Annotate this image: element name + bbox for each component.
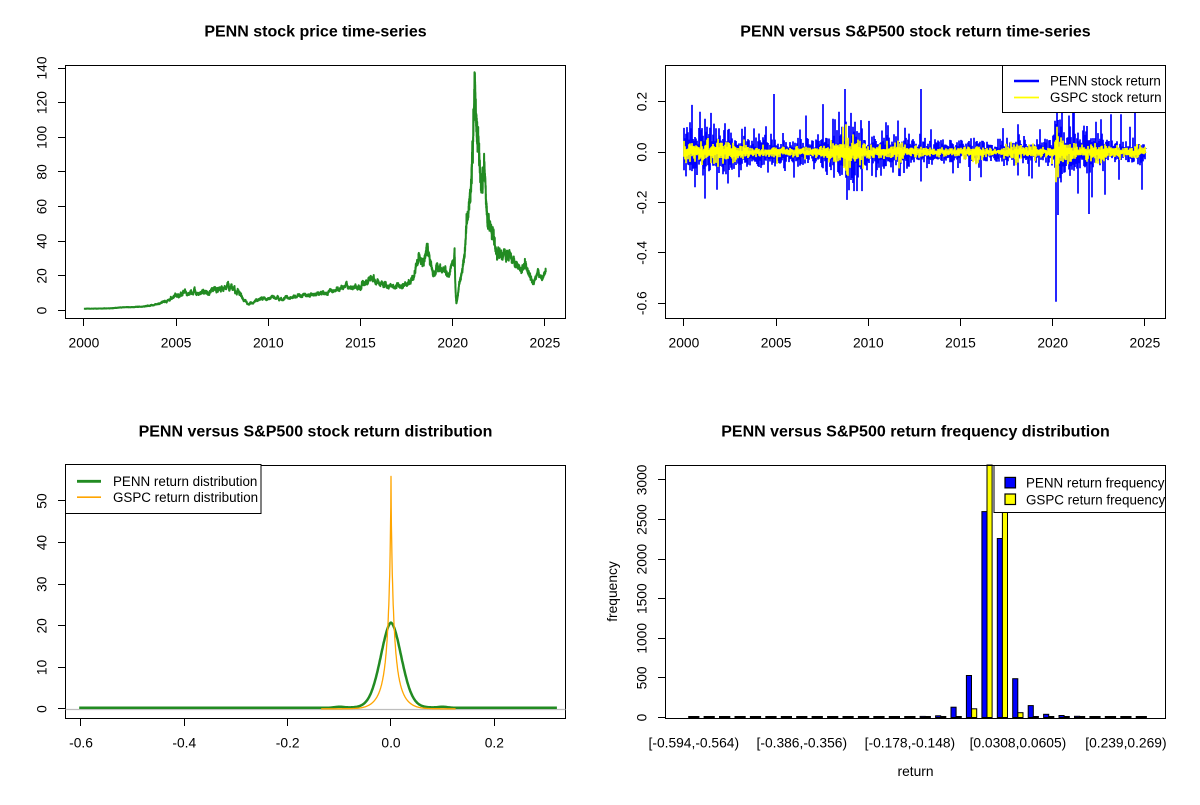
svg-text:2010: 2010 (853, 336, 884, 351)
svg-text:[0.239,0.269): [0.239,0.269) (1085, 736, 1166, 751)
svg-text:-0.6: -0.6 (635, 291, 650, 315)
svg-text:0: 0 (35, 705, 50, 713)
svg-text:2000: 2000 (69, 336, 100, 351)
svg-text:2010: 2010 (253, 336, 284, 351)
svg-text:2015: 2015 (345, 336, 376, 351)
svg-text:2025: 2025 (1130, 336, 1161, 351)
svg-text:60: 60 (35, 199, 50, 215)
svg-text:2000: 2000 (635, 543, 650, 574)
svg-text:140: 140 (35, 56, 50, 79)
svg-text:2500: 2500 (635, 504, 650, 535)
svg-text:return: return (897, 764, 933, 779)
svg-text:20: 20 (35, 618, 50, 634)
svg-text:-0.4: -0.4 (172, 736, 196, 751)
svg-text:0: 0 (635, 713, 650, 721)
svg-text:2015: 2015 (945, 336, 976, 351)
svg-text:0.0: 0.0 (635, 142, 650, 162)
svg-text:2020: 2020 (1037, 336, 1068, 351)
svg-text:0: 0 (35, 306, 50, 314)
svg-text:120: 120 (35, 91, 50, 114)
svg-text:PENN versus S&P500 stock retur: PENN versus S&P500 stock return distribu… (139, 424, 493, 441)
svg-text:1000: 1000 (635, 623, 650, 654)
svg-text:2025: 2025 (530, 336, 561, 351)
svg-text:2000: 2000 (669, 336, 700, 351)
svg-text:PENN versus S&P500 stock retur: PENN versus S&P500 stock return time-ser… (740, 24, 1090, 41)
svg-text:40: 40 (35, 233, 50, 249)
svg-text:frequency: frequency (605, 561, 620, 622)
svg-text:0.0: 0.0 (381, 736, 401, 751)
svg-text:-0.2: -0.2 (635, 191, 650, 215)
svg-text:GSPC return distribution: GSPC return distribution (113, 490, 258, 505)
svg-text:3000: 3000 (635, 464, 650, 495)
svg-text:2005: 2005 (161, 336, 192, 351)
svg-text:PENN stock price time-series: PENN stock price time-series (204, 24, 426, 41)
svg-text:PENN return distribution: PENN return distribution (113, 474, 257, 489)
svg-text:500: 500 (635, 666, 650, 689)
svg-text:PENN versus S&P500 return freq: PENN versus S&P500 return frequency dist… (721, 424, 1110, 441)
svg-text:GSPC return frequency: GSPC return frequency (1026, 492, 1165, 507)
svg-text:-0.6: -0.6 (69, 736, 93, 751)
svg-text:[-0.594,-0.564): [-0.594,-0.564) (649, 736, 740, 751)
svg-text:20: 20 (35, 268, 50, 284)
svg-text:2020: 2020 (437, 336, 468, 351)
svg-text:100: 100 (35, 125, 50, 148)
svg-text:0.2: 0.2 (635, 92, 650, 111)
svg-text:1500: 1500 (635, 583, 650, 614)
svg-text:2005: 2005 (761, 336, 792, 351)
svg-text:30: 30 (35, 576, 50, 592)
svg-text:50: 50 (35, 493, 50, 509)
svg-text:80: 80 (35, 164, 50, 180)
svg-text:PENN stock return: PENN stock return (1050, 74, 1161, 89)
svg-text:[0.0308,0.0605): [0.0308,0.0605) (970, 736, 1067, 751)
svg-text:GSPC stock return: GSPC stock return (1050, 90, 1162, 105)
svg-text:0.2: 0.2 (485, 736, 504, 751)
svg-text:[-0.386,-0.356): [-0.386,-0.356) (757, 736, 848, 751)
svg-text:-0.2: -0.2 (276, 736, 300, 751)
svg-text:[-0.178,-0.148): [-0.178,-0.148) (865, 736, 956, 751)
svg-text:10: 10 (35, 659, 50, 675)
svg-text:-0.4: -0.4 (635, 241, 650, 265)
svg-text:40: 40 (35, 535, 50, 551)
svg-text:PENN return frequency: PENN return frequency (1026, 476, 1165, 491)
